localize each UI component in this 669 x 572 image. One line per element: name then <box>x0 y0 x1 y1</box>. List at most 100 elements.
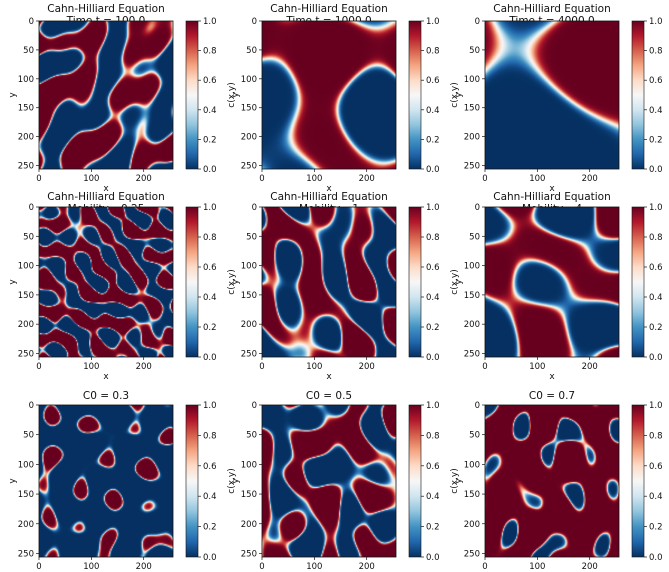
panel-title-line-1: Cahn-Hilliard Equation <box>270 3 388 15</box>
heatmap-panel-3: Cahn-Hilliard EquationTime t = 4000.0050… <box>454 3 663 194</box>
colorbar-tick-label: 1.0 <box>203 203 217 213</box>
x-tick-label: 0 <box>482 362 487 372</box>
heatmap-image <box>262 207 396 357</box>
colorbar-tick-label: 0.4 <box>649 492 663 502</box>
colorbar-tick-label: 0.2 <box>649 523 663 533</box>
y-tick-label: 250 <box>18 549 34 559</box>
x-tick-label: 100 <box>529 362 545 372</box>
y-axis-label: y <box>8 92 18 98</box>
colorbar-label: c(x,y) <box>227 269 237 294</box>
y-axis-label: y <box>8 478 18 484</box>
y-tick-label: 150 <box>241 291 257 301</box>
colorbar-tick-label: 0.4 <box>649 106 663 116</box>
x-tick-label: 0 <box>36 362 41 372</box>
y-tick-label: 50 <box>23 232 34 242</box>
y-tick-label: 200 <box>241 520 257 530</box>
x-tick-label: 100 <box>529 562 545 572</box>
colorbar-tick-label: 0.0 <box>649 353 663 363</box>
y-tick-label: 150 <box>464 490 480 500</box>
x-tick-label: 100 <box>306 562 322 572</box>
panel-title-line-1: Cahn-Hilliard Equation <box>47 191 165 203</box>
colorbar-tick-label: 0.2 <box>203 523 217 533</box>
x-axis-label: x <box>549 184 555 194</box>
y-tick-label: 0 <box>252 401 257 411</box>
colorbar-tick-label: 1.0 <box>649 401 663 411</box>
colorbar-tick-label: 0.8 <box>649 233 663 243</box>
colorbar-tick-label: 0.8 <box>426 233 440 243</box>
y-tick-label: 100 <box>241 460 257 470</box>
heatmap-panel-8: C0 = 0.50501001502002500100200xy0.00.20.… <box>231 390 460 572</box>
colorbar-tick-label: 1.0 <box>426 401 440 411</box>
colorbar-tick-label: 1.0 <box>649 17 663 27</box>
colorbar-tick-label: 0.4 <box>649 293 663 303</box>
x-tick-label: 0 <box>259 562 264 572</box>
colorbar-tick-label: 0.2 <box>426 323 440 333</box>
colorbar-tick-label: 0.8 <box>203 47 217 57</box>
y-tick-label: 150 <box>464 291 480 301</box>
y-tick-label: 150 <box>241 490 257 500</box>
y-tick-label: 100 <box>18 75 34 85</box>
heatmap-panel-6: Cahn-Hilliard EquationMobility =40501001… <box>454 191 663 382</box>
heatmap-panel-9: C0 = 0.70501001502002500100200xy0.00.20.… <box>454 390 663 572</box>
x-tick-label: 200 <box>582 174 598 184</box>
x-tick-label: 100 <box>529 174 545 184</box>
y-tick-label: 100 <box>18 460 34 470</box>
y-tick-label: 250 <box>18 162 34 172</box>
colorbar-tick-label: 0.0 <box>203 553 217 563</box>
y-tick-label: 150 <box>18 291 34 301</box>
colorbar-tick-label: 0.2 <box>203 323 217 333</box>
colorbar <box>631 206 645 358</box>
y-axis-label: y <box>231 279 241 285</box>
x-tick-label: 200 <box>359 562 375 572</box>
colorbar <box>631 20 645 170</box>
y-tick-label: 150 <box>18 490 34 500</box>
colorbar-tick-label: 0.2 <box>203 135 217 145</box>
plot-frame <box>261 404 397 558</box>
y-tick-label: 50 <box>246 46 257 56</box>
colorbar-label: c(x,y) <box>450 82 460 107</box>
y-tick-label: 50 <box>23 46 34 56</box>
y-axis-label: y <box>454 478 464 484</box>
plot-frame <box>484 404 620 558</box>
y-axis-label: y <box>231 92 241 98</box>
y-tick-label: 200 <box>18 133 34 143</box>
x-axis-label: x <box>103 184 109 194</box>
y-tick-label: 0 <box>475 203 480 213</box>
y-tick-label: 100 <box>464 75 480 85</box>
colorbar-tick-label: 0.8 <box>203 431 217 441</box>
y-tick-label: 0 <box>29 401 34 411</box>
y-axis-label: y <box>231 478 241 484</box>
y-tick-label: 50 <box>469 431 480 441</box>
colorbar <box>185 404 199 558</box>
x-tick-label: 100 <box>83 174 99 184</box>
colorbar <box>185 20 199 170</box>
heatmap-image <box>39 405 173 557</box>
panel-title-line-1: C0 = 0.3 <box>83 390 129 402</box>
colorbar-tick-label: 0.6 <box>426 76 440 86</box>
plot-frame <box>484 20 620 170</box>
y-tick-label: 50 <box>246 232 257 242</box>
colorbar-tick-label: 0.6 <box>649 462 663 472</box>
colorbar-tick-label: 0.2 <box>426 135 440 145</box>
x-axis-label: x <box>549 372 555 382</box>
y-tick-label: 100 <box>18 262 34 272</box>
colorbar-tick-label: 0.0 <box>203 353 217 363</box>
colorbar <box>631 404 645 558</box>
colorbar-tick-label: 0.6 <box>203 76 217 86</box>
heatmap-panel-7: C0 = 0.30501001502002500100200xy0.00.20.… <box>8 390 237 572</box>
colorbar-tick-label: 0.6 <box>203 263 217 273</box>
colorbar-tick-label: 0.8 <box>203 233 217 243</box>
colorbar-tick-label: 0.8 <box>426 47 440 57</box>
y-tick-label: 100 <box>241 262 257 272</box>
y-tick-label: 0 <box>29 203 34 213</box>
colorbar-tick-label: 1.0 <box>426 203 440 213</box>
plot-frame <box>38 206 174 358</box>
colorbar-tick-label: 0.0 <box>649 553 663 563</box>
colorbar-tick-label: 0.6 <box>203 462 217 472</box>
y-axis-label: y <box>454 279 464 285</box>
colorbar-tick-label: 0.6 <box>649 263 663 273</box>
y-tick-label: 100 <box>464 460 480 470</box>
x-tick-label: 200 <box>359 174 375 184</box>
plot-frame <box>484 206 620 358</box>
